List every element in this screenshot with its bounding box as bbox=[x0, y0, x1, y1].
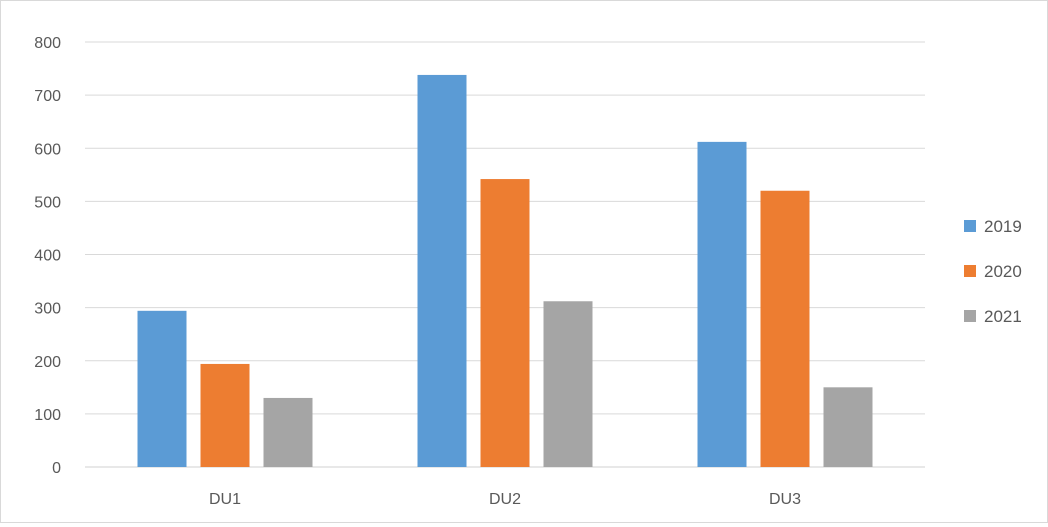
y-tick-label: 700 bbox=[34, 88, 61, 105]
legend-swatch-2021 bbox=[964, 310, 976, 322]
y-tick-label: 100 bbox=[34, 407, 61, 424]
y-tick-label: 300 bbox=[34, 301, 61, 318]
bar-du1-2019 bbox=[137, 310, 187, 467]
x-tick-label: DU3 bbox=[769, 491, 801, 508]
bar-du1-2021 bbox=[263, 397, 313, 467]
bar-du1-2020 bbox=[200, 363, 250, 467]
y-axis-tick-labels: 0 100 200 300 400 500 600 700 800 bbox=[34, 35, 61, 477]
x-tick-label: DU1 bbox=[209, 491, 241, 508]
bar-du3-2021 bbox=[823, 387, 873, 467]
legend-swatch-2019 bbox=[964, 220, 976, 232]
bars bbox=[137, 74, 873, 467]
legend-label: 2020 bbox=[984, 262, 1022, 281]
legend-swatch-2020 bbox=[964, 265, 976, 277]
y-tick-label: 200 bbox=[34, 354, 61, 371]
legend-label: 2019 bbox=[984, 217, 1022, 236]
bar-du3-2020 bbox=[760, 190, 810, 467]
bar-du2-2020 bbox=[480, 179, 530, 467]
y-tick-label: 800 bbox=[34, 35, 61, 52]
legend-label: 2021 bbox=[984, 307, 1022, 326]
legend: 2019 2020 2021 bbox=[964, 217, 1022, 326]
bar-du2-2019 bbox=[417, 74, 467, 467]
x-axis-tick-labels: DU1 DU2 DU3 bbox=[209, 491, 801, 508]
y-tick-label: 400 bbox=[34, 248, 61, 265]
y-tick-label: 600 bbox=[34, 141, 61, 158]
bar-du2-2021 bbox=[543, 301, 593, 467]
y-tick-label: 500 bbox=[34, 194, 61, 211]
y-tick-label: 0 bbox=[52, 460, 61, 477]
x-tick-label: DU2 bbox=[489, 491, 521, 508]
bar-du3-2019 bbox=[697, 141, 747, 467]
